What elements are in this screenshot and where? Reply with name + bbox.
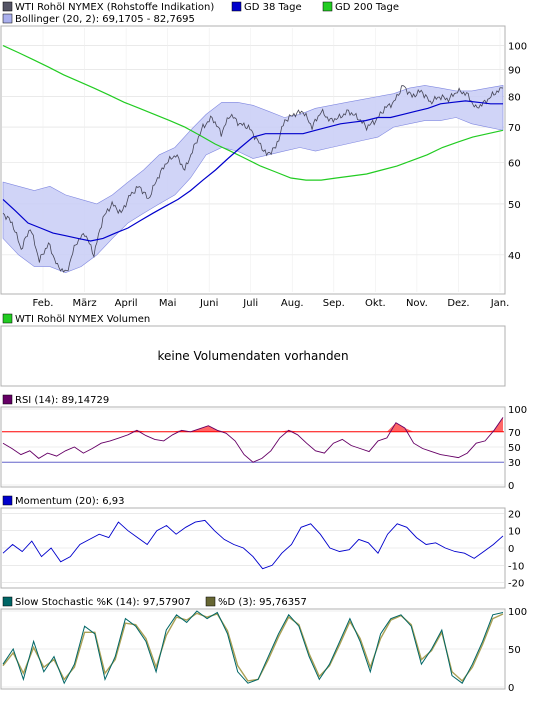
- momentum-y-tick-label: 10: [508, 527, 521, 538]
- stochastic-y-tick-label: 0: [508, 683, 514, 694]
- legend-stoch-d: %D (3): 95,76357: [218, 597, 307, 608]
- momentum-y-tick-label: 20: [508, 509, 521, 520]
- rsi-line: [2, 417, 504, 463]
- legend-swatch-volume: [2, 313, 13, 324]
- rsi-y-tick-label: 100: [508, 405, 527, 416]
- price-y-tick-label: 100: [508, 42, 527, 53]
- price-x-ticks: Feb. März April Mai Juni Juli Aug. Sep. Okt. Nov.…: [33, 298, 510, 309]
- legend-swatch-momentum: [2, 495, 13, 506]
- stochastic-d-line: [2, 612, 504, 682]
- stochastic-y-ticks: 0 50 100: [508, 607, 527, 694]
- legend-swatch-stoch-d: [205, 596, 216, 607]
- price-x-tick-label: April: [115, 298, 138, 309]
- legend-momentum: Momentum (20): 6,93: [15, 496, 125, 507]
- legend-volume: WTI Rohöl NYMEX Volumen: [15, 314, 150, 325]
- legend-swatch-ma200: [322, 1, 333, 12]
- rsi-y-tick-label: 0: [508, 481, 514, 492]
- rsi-y-tick-label: 70: [508, 428, 521, 439]
- rsi-y-tick-label: 30: [508, 458, 521, 469]
- stochastic-y-tick-label: 50: [508, 645, 521, 656]
- volume-no-data-message: keine Volumendaten vorhanden: [157, 349, 348, 363]
- volume-panel: [0, 325, 506, 387]
- legend-swatch-ma38: [231, 1, 242, 12]
- ma38-line: [2, 100, 503, 242]
- price-y-tick-label: 50: [508, 200, 521, 211]
- momentum-y-tick-label: -20: [508, 579, 524, 590]
- price-y-tick-label: 40: [508, 251, 521, 262]
- price-x-tick-label: Jan.: [490, 298, 510, 309]
- momentum-line: [2, 519, 504, 570]
- legend-swatch-rsi: [2, 394, 13, 405]
- stochastic-k-line: [2, 610, 504, 685]
- price-x-tick-label: Juni: [199, 298, 218, 309]
- price-line: [2, 85, 504, 273]
- momentum-grid: [2, 513, 504, 583]
- momentum-y-tick-label: 0: [508, 544, 514, 555]
- price-x-tick-label: Okt.: [365, 298, 386, 309]
- price-y-tick-label: 90: [508, 66, 521, 77]
- rsi-y-ticks: 0 30 50 70 100: [508, 405, 527, 492]
- price-x-tick-label: Nov.: [406, 298, 428, 309]
- price-y-ticks: 40 50 60 70 80 90 100: [508, 42, 527, 262]
- price-x-tick-label: Aug.: [281, 298, 304, 309]
- price-y-tick-label: 70: [508, 123, 521, 134]
- rsi-y-tick-label: 50: [508, 443, 521, 454]
- legend-bollinger: Bollinger (20, 2): 69,1705 - 82,7695: [15, 14, 195, 25]
- momentum-y-ticks: -20 -10 0 10 20: [508, 509, 524, 589]
- price-grid: [2, 28, 504, 292]
- legend-rsi: RSI (14): 89,14729: [15, 395, 109, 406]
- legend-ma38: GD 38 Tage: [244, 2, 302, 13]
- momentum-y-tick-label: -10: [508, 561, 524, 572]
- price-x-tick-label: Dez.: [447, 298, 469, 309]
- ma200-line: [2, 45, 504, 181]
- price-y-tick-label: 80: [508, 93, 521, 104]
- price-x-tick-label: Feb.: [33, 298, 54, 309]
- legend-stoch-k: Slow Stochastic %K (14): 97,57907: [15, 597, 191, 608]
- price-x-tick-label: Sep.: [323, 298, 345, 309]
- legend-swatch-bollinger: [2, 13, 13, 24]
- stochastic-y-tick-label: 100: [508, 607, 527, 618]
- legend-ma200: GD 200 Tage: [335, 2, 399, 13]
- price-x-tick-label: Juli: [242, 298, 258, 309]
- price-x-tick-label: Mai: [159, 298, 177, 309]
- stochastic-grid: [2, 610, 504, 688]
- legend-swatch-price: [2, 1, 13, 12]
- price-x-tick-label: März: [72, 298, 96, 309]
- legend-price: WTI Rohöl NYMEX (Rohstoffe Indikation): [15, 2, 214, 13]
- legend-swatch-stoch-k: [2, 596, 13, 607]
- price-y-tick-label: 60: [508, 158, 521, 169]
